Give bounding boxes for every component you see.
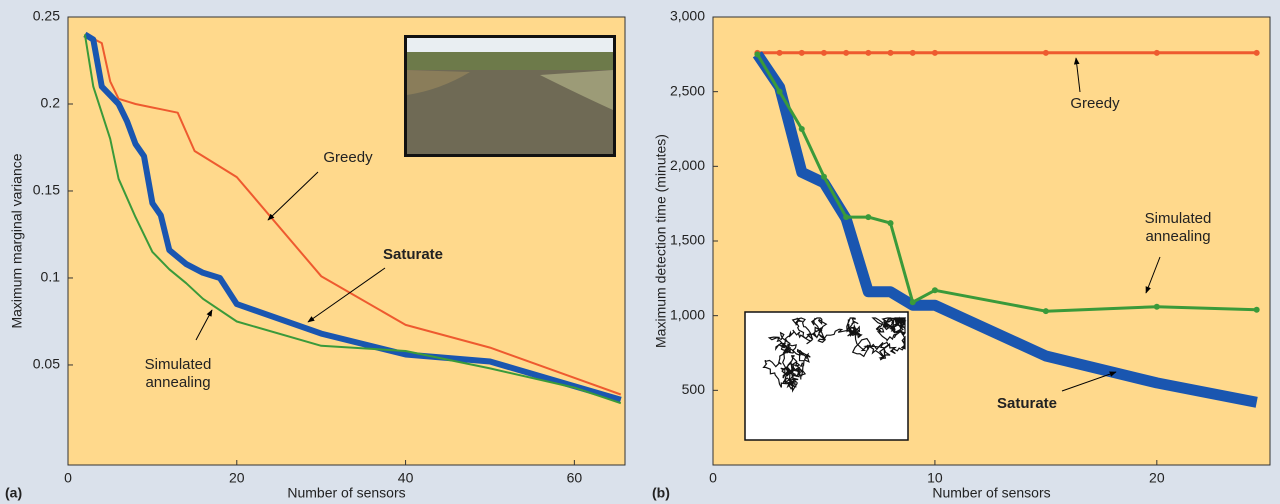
x-tick-label: 60	[567, 470, 583, 486]
series-marker	[865, 214, 871, 220]
y-tick-label: 1,500	[670, 232, 705, 248]
series-marker	[843, 50, 849, 56]
page: 0.05 0.1 0.15 0.2 0.25 0 20 40 60 Number of senso…	[0, 0, 1280, 504]
panel-label: (a)	[5, 485, 22, 501]
series-label: Greedy	[303, 149, 393, 167]
photo-inset	[404, 35, 616, 157]
series-marker	[1154, 50, 1160, 56]
y-tick-label: 1,000	[670, 306, 705, 322]
x-tick-label: 0	[64, 470, 72, 486]
series-marker	[888, 50, 894, 56]
series-marker	[821, 174, 827, 180]
y-tick-label: 0.05	[33, 356, 60, 372]
series-marker	[865, 50, 871, 56]
series-marker	[799, 50, 805, 56]
series-marker	[777, 89, 783, 95]
panel-label: (b)	[652, 485, 670, 501]
y-tick-label: 0.25	[33, 8, 60, 24]
series-marker	[843, 214, 849, 220]
series-marker	[1254, 307, 1260, 313]
chart: 0.05 0.1 0.15 0.2 0.25 0 20 40 60 Number of senso…	[0, 0, 1280, 504]
series-marker	[932, 287, 938, 293]
series-label: Saturate	[368, 246, 458, 264]
series-marker	[1043, 308, 1049, 314]
series-marker	[910, 299, 916, 305]
series-marker	[777, 50, 783, 56]
series-marker	[799, 126, 805, 132]
series-label: Greedy	[1050, 95, 1140, 113]
network-inset	[745, 312, 908, 440]
y-axis-label: Maximum marginal variance	[9, 153, 25, 328]
series-marker	[888, 220, 894, 226]
x-tick-label: 0	[709, 470, 717, 486]
x-tick-label: 10	[927, 470, 943, 486]
y-tick-label: 0.1	[41, 269, 61, 285]
x-axis-label: Number of sensors	[287, 485, 405, 501]
y-tick-label: 2,000	[670, 157, 705, 173]
y-axis-label: Maximum detection time (minutes)	[653, 134, 669, 348]
y-tick-label: 2,500	[670, 82, 705, 98]
series-marker	[1254, 50, 1260, 56]
y-tick-label: 0.15	[33, 182, 60, 198]
photo-trees	[407, 52, 613, 72]
series-marker	[754, 51, 760, 57]
series-label: Simulated annealing	[133, 356, 223, 392]
series-marker	[1154, 304, 1160, 310]
x-tick-label: 20	[1149, 470, 1165, 486]
x-tick-label: 40	[398, 470, 414, 486]
series-label: Saturate	[982, 395, 1072, 413]
series-marker	[910, 50, 916, 56]
y-tick-label: 0.2	[41, 95, 61, 111]
y-tick-label: 500	[682, 381, 706, 397]
series-marker	[1043, 50, 1049, 56]
series-marker	[932, 50, 938, 56]
y-tick-label: 3,000	[670, 8, 705, 24]
x-axis-label: Number of sensors	[932, 485, 1050, 501]
series-marker	[821, 50, 827, 56]
x-tick-label: 20	[229, 470, 245, 486]
series-label: Simulated annealing	[1133, 210, 1223, 246]
